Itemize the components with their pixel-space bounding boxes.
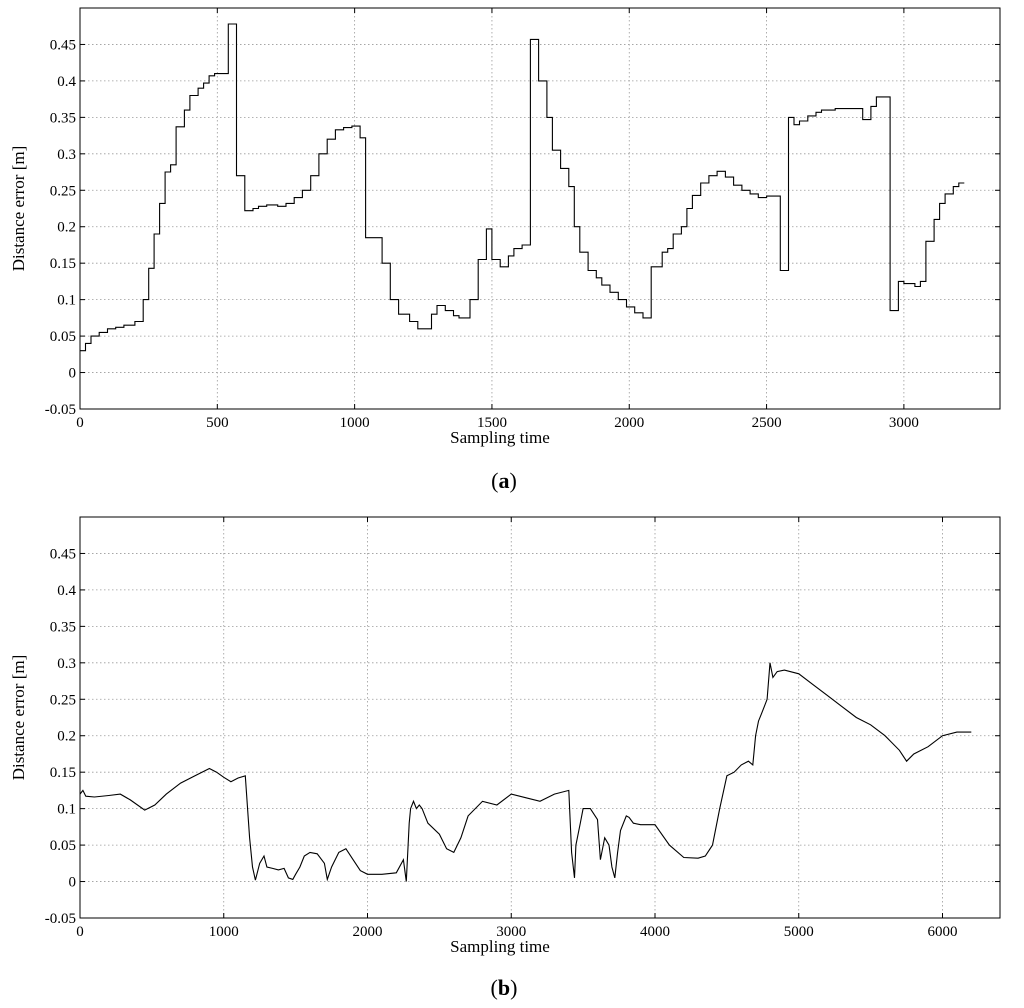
chart-a-x-tick-label: 2500 bbox=[752, 415, 782, 431]
chart-a-x-tick-label: 3000 bbox=[889, 415, 919, 431]
chart-a-y-tick-label: 0.3 bbox=[57, 147, 76, 163]
chart-panel-a: 0 500 1000 1500 2000 2500 3000-0.0500.050.10.1… bbox=[9, 7, 1001, 493]
chart-b-caption-letter: b bbox=[498, 975, 510, 1000]
chart-b-y-tick-label: 0.2 bbox=[57, 729, 76, 745]
chart-b-plot-area bbox=[79, 516, 1001, 919]
chart-b-x-tick-label: 6000 bbox=[928, 924, 958, 940]
chart-panel-b: 0 1000 2000 3000 4000 5000 6000-0.0500.050.10.… bbox=[9, 516, 1001, 1000]
chart-a-x-axis-label: Sampling time bbox=[450, 428, 550, 447]
chart-a-y-tick-label: 0.45 bbox=[50, 37, 76, 53]
chart-a-caption-letter: a bbox=[499, 468, 510, 493]
chart-a-x-tick-label: 1500 bbox=[477, 415, 507, 431]
chart-b-y-axis-label: Distance error [m] bbox=[9, 655, 28, 781]
chart-a-y-tick-label: -0.05 bbox=[45, 402, 76, 418]
chart-a-y-axis-label: Distance error [m] bbox=[9, 146, 28, 272]
chart-b-x-tick-label: 4000 bbox=[640, 924, 670, 940]
chart-a-y-tick-label: 0 bbox=[69, 366, 77, 382]
chart-b-y-tick-label: 0.35 bbox=[50, 619, 76, 635]
chart-b-caption: (b) bbox=[491, 975, 518, 1000]
chart-a-y-tick-label: 0.05 bbox=[50, 329, 76, 345]
chart-a-caption: (a) bbox=[491, 468, 517, 493]
chart-b-y-tick-label: 0.25 bbox=[50, 692, 76, 708]
chart-b-series-line bbox=[79, 662, 972, 882]
chart-b-y-tick-label: 0.4 bbox=[57, 583, 76, 599]
chart-a-x-tick-label: 0 bbox=[76, 415, 84, 431]
chart-a-axes: 0 500 1000 1500 2000 2500 3000-0.0500.050.10.1… bbox=[45, 8, 1000, 431]
chart-a-grid bbox=[79, 8, 1000, 410]
chart-b-x-axis-label: Sampling time bbox=[450, 937, 550, 956]
chart-a-y-tick-label: 0.15 bbox=[50, 256, 76, 272]
chart-a-x-tick-label: 2000 bbox=[614, 415, 644, 431]
chart-b-y-tick-label: 0.45 bbox=[50, 546, 76, 562]
chart-a-y-tick-label: 0.25 bbox=[50, 183, 76, 199]
chart-a-y-tick-label: 0.4 bbox=[57, 74, 76, 90]
chart-a-series-line bbox=[80, 23, 965, 352]
chart-b-x-tick-label: 3000 bbox=[496, 924, 526, 940]
chart-b-y-tick-label: 0.05 bbox=[50, 838, 76, 854]
chart-b-x-tick-label: 0 bbox=[76, 924, 84, 940]
chart-b-axes: 0 1000 2000 3000 4000 5000 6000-0.0500.050.10.… bbox=[45, 517, 1000, 940]
chart-a-y-tick-label: 0.2 bbox=[57, 220, 76, 236]
chart-b-y-tick-label: 0.15 bbox=[50, 765, 76, 781]
chart-b-grid bbox=[79, 517, 1000, 919]
chart-a-y-tick-label: 0.35 bbox=[50, 110, 76, 126]
chart-b-x-tick-label: 2000 bbox=[353, 924, 383, 940]
chart-b-x-tick-label: 5000 bbox=[784, 924, 814, 940]
chart-b-y-tick-label: 0.1 bbox=[57, 802, 76, 818]
chart-b-y-tick-label: -0.05 bbox=[45, 911, 76, 927]
chart-a-y-tick-label: 0.1 bbox=[57, 293, 76, 309]
chart-a-x-tick-label: 500 bbox=[206, 415, 229, 431]
chart-a-x-tick-label: 1000 bbox=[340, 415, 370, 431]
chart-b-y-tick-label: 0 bbox=[69, 875, 77, 891]
chart-a-plot-area bbox=[79, 7, 1001, 410]
chart-b-x-tick-label: 1000 bbox=[209, 924, 239, 940]
chart-b-y-tick-label: 0.3 bbox=[57, 656, 76, 672]
